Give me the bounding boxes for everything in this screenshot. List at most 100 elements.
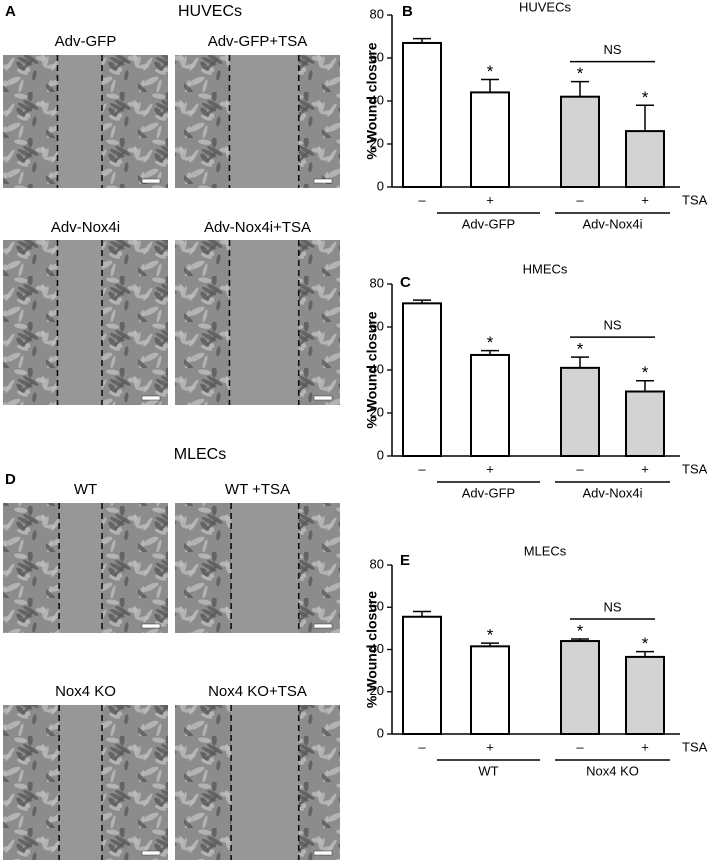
- treatment-sign: +: [641, 461, 649, 476]
- image-label: Nox4 KO+TSA: [208, 683, 307, 700]
- wound-area: [57, 240, 102, 405]
- comparison-label: NS: [603, 42, 621, 57]
- image-label: Adv-Nox4i: [51, 219, 120, 236]
- group-label: Adv-Nox4i: [583, 216, 643, 231]
- panel-title: MLECs: [174, 446, 226, 463]
- treatment-sign: –: [418, 192, 426, 207]
- image-label: Nox4 KO: [55, 683, 116, 700]
- treatment-sign: –: [418, 461, 426, 476]
- y-tick-label: 60: [370, 49, 384, 64]
- bar: [560, 366, 600, 458]
- bar: [470, 353, 510, 458]
- y-tick-label: 0: [377, 447, 384, 462]
- bar: [470, 645, 510, 735]
- y-tick-label: 40: [370, 92, 384, 107]
- panel-title: HUVECs: [178, 3, 242, 20]
- y-axis-label: % Wound closure: [364, 311, 380, 428]
- bar: [402, 615, 442, 735]
- wound-area: [57, 55, 102, 188]
- y-tick-label: 20: [370, 404, 384, 419]
- significance-star: *: [577, 340, 584, 359]
- treatment-sign: –: [576, 461, 584, 476]
- group-label: WT: [478, 763, 498, 778]
- y-tick-label: 20: [370, 135, 384, 150]
- significance-star: *: [487, 626, 494, 645]
- scale-bar: [141, 850, 161, 856]
- wound-area: [231, 503, 299, 633]
- significance-star: *: [642, 363, 649, 382]
- comparison-label: NS: [603, 318, 621, 333]
- panel-letter: E: [400, 552, 410, 569]
- y-axis-label: % Wound closure: [364, 591, 380, 708]
- bar: [625, 390, 665, 457]
- scale-bar: [141, 623, 161, 629]
- scale-bar: [313, 395, 333, 401]
- scale-bar: [313, 623, 333, 629]
- image-label: Adv-Nox4i+TSA: [204, 219, 311, 236]
- wound-area: [229, 240, 299, 405]
- scale-bar: [141, 395, 161, 401]
- scale-bar: [313, 850, 333, 856]
- y-tick-label: 0: [377, 178, 384, 193]
- y-tick-label: 60: [370, 318, 384, 333]
- significance-star: *: [577, 64, 584, 83]
- significance-star: *: [577, 621, 584, 640]
- panel-letter: D: [5, 471, 16, 488]
- y-tick-label: 80: [370, 6, 384, 21]
- treatment-sign: –: [418, 739, 426, 754]
- treatment-sign: +: [486, 192, 494, 207]
- y-tick-label: 20: [370, 683, 384, 698]
- treatment-label: TSA: [682, 739, 708, 754]
- treatment-sign: +: [641, 739, 649, 754]
- bar: [402, 41, 442, 189]
- y-tick-label: 60: [370, 599, 384, 614]
- chart-title: MLECs: [524, 543, 567, 558]
- treatment-sign: +: [486, 739, 494, 754]
- y-tick-label: 80: [370, 556, 384, 571]
- scale-bar: [313, 178, 333, 184]
- panel-letter: C: [400, 274, 411, 291]
- treatment-sign: –: [576, 739, 584, 754]
- chart-title: HUVECs: [519, 0, 572, 14]
- image-label: Adv-GFP: [55, 33, 117, 50]
- chart-title: HMECs: [523, 261, 568, 276]
- group-label: Nox4 KO: [586, 763, 639, 778]
- group-label: Adv-GFP: [462, 485, 515, 500]
- y-tick-label: 40: [370, 641, 384, 656]
- treatment-label: TSA: [682, 192, 708, 207]
- bar: [560, 640, 600, 735]
- significance-star: *: [487, 333, 494, 352]
- wound-area: [231, 705, 299, 860]
- wound-area: [229, 55, 299, 188]
- significance-star: *: [642, 88, 649, 107]
- treatment-label: TSA: [682, 461, 708, 476]
- bar: [625, 130, 665, 189]
- group-label: Adv-GFP: [462, 216, 515, 231]
- significance-star: *: [642, 634, 649, 653]
- image-label: WT +TSA: [225, 481, 290, 498]
- scale-bar: [141, 178, 161, 184]
- significance-star: *: [487, 62, 494, 81]
- bar: [402, 302, 442, 457]
- panel-letter: B: [402, 3, 413, 20]
- group-label: Adv-Nox4i: [583, 485, 643, 500]
- wound-area: [59, 705, 102, 860]
- y-tick-label: 40: [370, 361, 384, 376]
- bar: [470, 91, 510, 188]
- comparison-label: NS: [603, 599, 621, 614]
- treatment-sign: +: [486, 461, 494, 476]
- image-label: Adv-GFP+TSA: [208, 33, 308, 50]
- bar: [625, 655, 665, 735]
- panel-letter: A: [5, 3, 16, 20]
- bar: [560, 95, 600, 188]
- treatment-sign: –: [576, 192, 584, 207]
- wound-area: [59, 503, 102, 633]
- y-tick-label: 0: [377, 725, 384, 740]
- y-axis-label: % Wound closure: [364, 42, 380, 159]
- y-tick-label: 80: [370, 275, 384, 290]
- treatment-sign: +: [641, 192, 649, 207]
- image-label: WT: [74, 481, 97, 498]
